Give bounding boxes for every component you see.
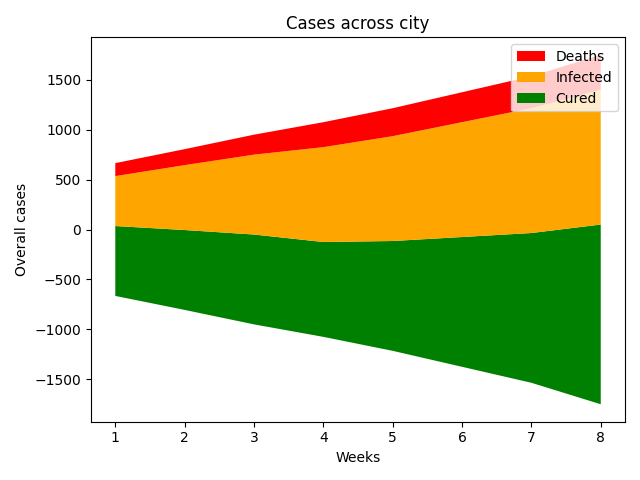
X-axis label: Weeks: Weeks: [335, 451, 381, 465]
Legend: Deaths, Infected, Cured: Deaths, Infected, Cured: [511, 44, 618, 111]
Title: Cases across city: Cases across city: [286, 15, 429, 33]
Y-axis label: Overall cases: Overall cases: [15, 183, 29, 276]
